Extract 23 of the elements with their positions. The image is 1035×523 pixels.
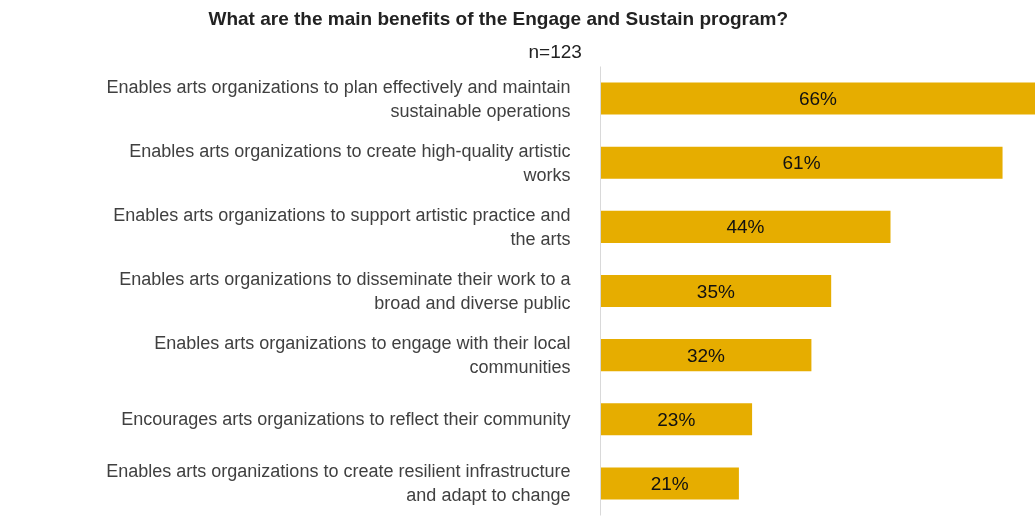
- bar: [600, 274, 832, 308]
- y-tick-label: Enables arts organizations to support artistic practice and the arts: [113, 204, 571, 249]
- bar: [600, 467, 739, 500]
- bar: [600, 146, 1003, 179]
- bar: [600, 403, 753, 436]
- y-tick-label: Encourages arts organizations to reflect their community: [121, 409, 571, 430]
- y-tick-label: Enables arts organizations to plan effectively and maintain sustainable operations: [106, 76, 571, 121]
- bar: [600, 210, 891, 243]
- y-tick-label: Enables arts organizations to disseminate their work to a broad and diverse public: [119, 269, 572, 313]
- data-label: 32%: [686, 344, 726, 366]
- y-tick-label: Enables arts organizations to engage with their local communities: [154, 333, 571, 378]
- data-label: 44%: [726, 216, 765, 238]
- y-tick-label: Enables arts organizations to create resilient infrastructure and adapt to change: [106, 461, 571, 506]
- data-label: 21%: [650, 472, 689, 494]
- chart-subtitle: n=123: [528, 40, 582, 62]
- data-label: 66%: [798, 88, 838, 110]
- bar: [600, 339, 812, 372]
- chart-title: What are the main benefits of the Engage and Sustain program?: [208, 7, 789, 29]
- data-label: 35%: [696, 280, 735, 302]
- y-tick-label: Enables arts organizations to create high-quality artistic works: [129, 140, 571, 185]
- data-label: 23%: [657, 408, 696, 430]
- bar: [600, 82, 1035, 115]
- data-label: 61%: [782, 152, 821, 174]
